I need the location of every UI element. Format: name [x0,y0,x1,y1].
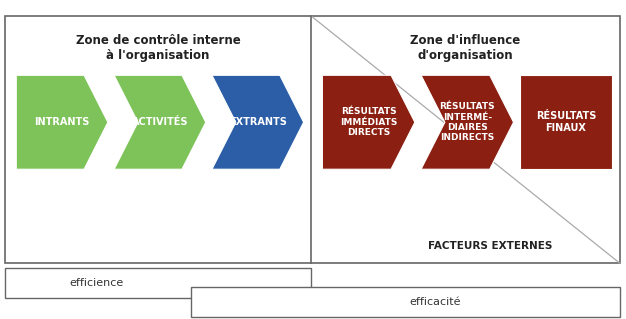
Text: efficience: efficience [69,278,124,288]
Text: RÉSULTATS
INTERMÉ-
DIAIRES
INDIRECTS: RÉSULTATS INTERMÉ- DIAIRES INDIRECTS [439,102,495,142]
Polygon shape [421,75,513,169]
Polygon shape [114,75,206,169]
Bar [5,268,311,298]
Text: ACTIVITÉS: ACTIVITÉS [131,117,188,127]
Text: Zone d'influence
d'organisation: Zone d'influence d'organisation [410,34,521,62]
Polygon shape [16,75,108,169]
Text: efficacité: efficacité [409,297,461,307]
Text: INTRANTS: INTRANTS [34,117,90,127]
Text: FACTEURS EXTERNES: FACTEURS EXTERNES [428,241,553,251]
Text: EXTRANTS: EXTRANTS [229,117,287,127]
Polygon shape [322,75,415,169]
Text: Zone de contrôle interne
à l'organisation: Zone de contrôle interne à l'organisatio… [76,34,240,62]
Text: RÉSULTATS
IMMÉDIATS
DIRECTS: RÉSULTATS IMMÉDIATS DIRECTS [340,108,398,137]
Bar [5,16,620,263]
Text: RÉSULTATS
FINAUX: RÉSULTATS FINAUX [536,111,596,133]
Bar [520,75,612,169]
Polygon shape [212,75,304,169]
Bar [191,287,620,317]
